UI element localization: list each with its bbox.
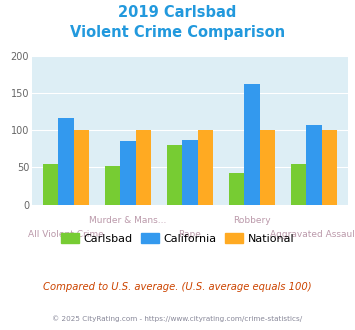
Text: Aggravated Assault: Aggravated Assault bbox=[269, 230, 355, 239]
Text: Rape: Rape bbox=[179, 230, 201, 239]
Text: © 2025 CityRating.com - https://www.cityrating.com/crime-statistics/: © 2025 CityRating.com - https://www.city… bbox=[53, 315, 302, 322]
Bar bbox=[306, 125, 322, 205]
Text: Violent Crime Comparison: Violent Crime Comparison bbox=[70, 25, 285, 40]
Bar bbox=[167, 145, 182, 205]
Bar bbox=[43, 164, 58, 205]
Text: All Violent Crime: All Violent Crime bbox=[28, 230, 104, 239]
Bar bbox=[136, 130, 151, 205]
Bar bbox=[105, 166, 120, 205]
Text: Murder & Mans...: Murder & Mans... bbox=[89, 216, 166, 225]
Text: Compared to U.S. average. (U.S. average equals 100): Compared to U.S. average. (U.S. average … bbox=[43, 282, 312, 292]
Bar bbox=[291, 164, 306, 205]
Legend: Carlsbad, California, National: Carlsbad, California, National bbox=[61, 233, 294, 244]
Bar bbox=[260, 130, 275, 205]
Bar bbox=[198, 130, 213, 205]
Bar bbox=[229, 174, 244, 205]
Bar bbox=[120, 141, 136, 205]
Bar bbox=[74, 130, 89, 205]
Text: Robbery: Robbery bbox=[233, 216, 271, 225]
Text: 2019 Carlsbad: 2019 Carlsbad bbox=[118, 5, 237, 20]
Bar bbox=[322, 130, 337, 205]
Bar bbox=[58, 118, 74, 205]
Bar bbox=[182, 140, 198, 205]
Bar bbox=[244, 84, 260, 205]
